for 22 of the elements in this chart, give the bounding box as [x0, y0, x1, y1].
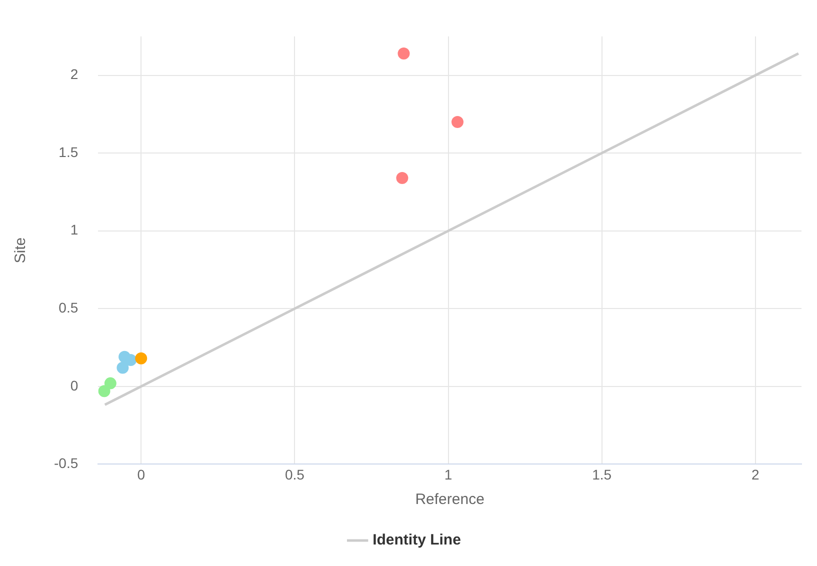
- y-tick-label: 1: [70, 222, 78, 238]
- y-tick-label: 2: [70, 66, 78, 82]
- y-tick-label: 0: [70, 377, 78, 394]
- point: [451, 116, 464, 128]
- point: [135, 352, 148, 364]
- y-tick-label: -0.5: [54, 455, 78, 472]
- point: [124, 354, 137, 366]
- point: [398, 48, 410, 60]
- point: [116, 362, 129, 374]
- x-tick-label: 1.5: [592, 466, 612, 482]
- x-tick-label: 2: [752, 466, 760, 482]
- x-tick-label: 0: [137, 466, 146, 482]
- x-tick-label: 1: [444, 466, 452, 482]
- y-axis-title: Site: [12, 237, 30, 264]
- y-tick-label: 0.5: [58, 299, 78, 316]
- x-axis-title: Reference: [415, 491, 484, 508]
- y-tick-label: 1.5: [58, 144, 78, 160]
- point: [396, 172, 408, 184]
- point: [104, 377, 116, 390]
- x-tick-label: 0.5: [284, 466, 305, 482]
- point: [98, 385, 110, 398]
- legend-label: Identity Line: [372, 532, 461, 549]
